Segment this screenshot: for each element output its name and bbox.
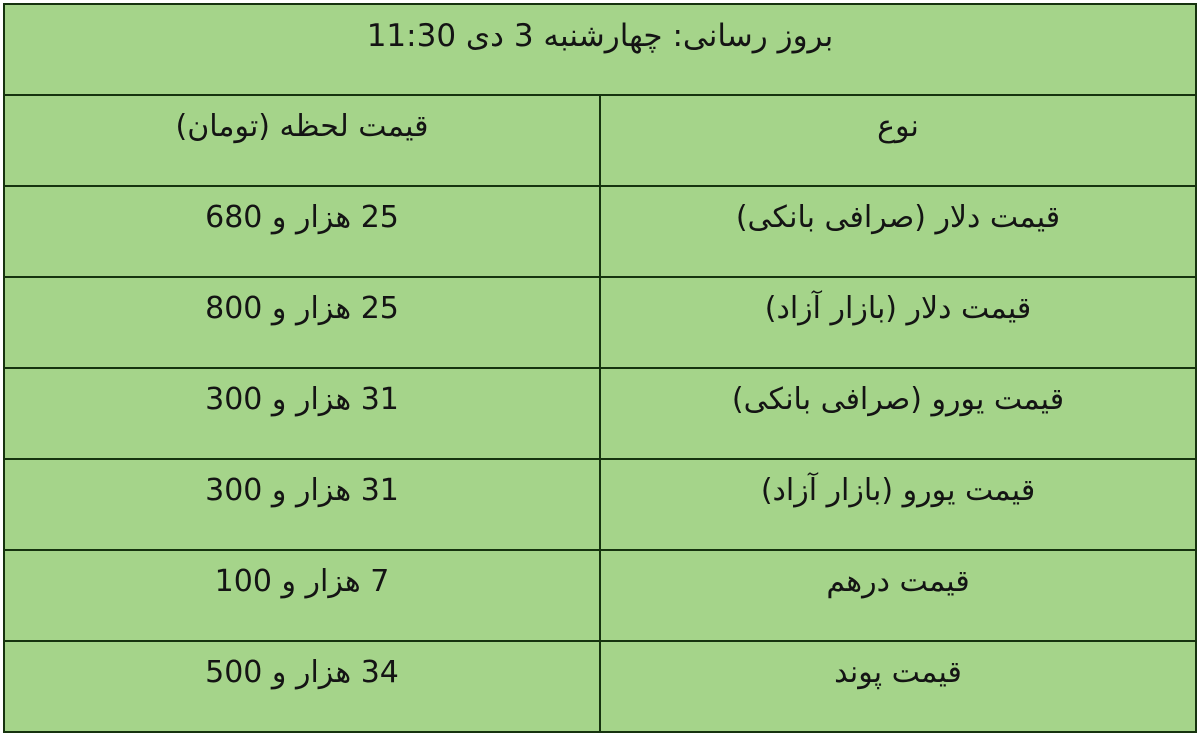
type-cell: قیمت دلار (بازار آزاد) bbox=[599, 276, 1197, 369]
type-cell: قیمت دلار (صرافی بانکی) bbox=[599, 185, 1197, 278]
column-header-row: نوع قیمت لحظه (تومان) bbox=[3, 94, 1197, 187]
price-cell: 25 هزار و 680 bbox=[3, 185, 601, 278]
price-cell: 31 هزار و 300 bbox=[3, 367, 601, 460]
update-banner-row: بروز رسانی: چهارشنبه 3 دی 11:30 bbox=[3, 3, 1197, 96]
type-cell: قیمت یورو (صرافی بانکی) bbox=[599, 367, 1197, 460]
table-row: قیمت دلار (بازار آزاد) 25 هزار و 800 bbox=[3, 276, 1197, 369]
price-cell: 25 هزار و 800 bbox=[3, 276, 601, 369]
type-cell: قیمت یورو (بازار آزاد) bbox=[599, 458, 1197, 551]
column-header-type: نوع bbox=[599, 94, 1197, 187]
currency-price-table: بروز رسانی: چهارشنبه 3 دی 11:30 نوع قیمت… bbox=[3, 3, 1197, 733]
type-cell: قیمت پوند bbox=[599, 640, 1197, 733]
update-banner: بروز رسانی: چهارشنبه 3 دی 11:30 bbox=[3, 3, 1197, 96]
column-header-price: قیمت لحظه (تومان) bbox=[3, 94, 601, 187]
table-row: قیمت درهم 7 هزار و 100 bbox=[3, 549, 1197, 642]
table-row: قیمت یورو (صرافی بانکی) 31 هزار و 300 bbox=[3, 367, 1197, 460]
price-cell: 31 هزار و 300 bbox=[3, 458, 601, 551]
table-row: قیمت یورو (بازار آزاد) 31 هزار و 300 bbox=[3, 458, 1197, 551]
table-row: قیمت پوند 34 هزار و 500 bbox=[3, 640, 1197, 733]
price-cell: 7 هزار و 100 bbox=[3, 549, 601, 642]
type-cell: قیمت درهم bbox=[599, 549, 1197, 642]
price-cell: 34 هزار و 500 bbox=[3, 640, 601, 733]
table-row: قیمت دلار (صرافی بانکی) 25 هزار و 680 bbox=[3, 185, 1197, 278]
